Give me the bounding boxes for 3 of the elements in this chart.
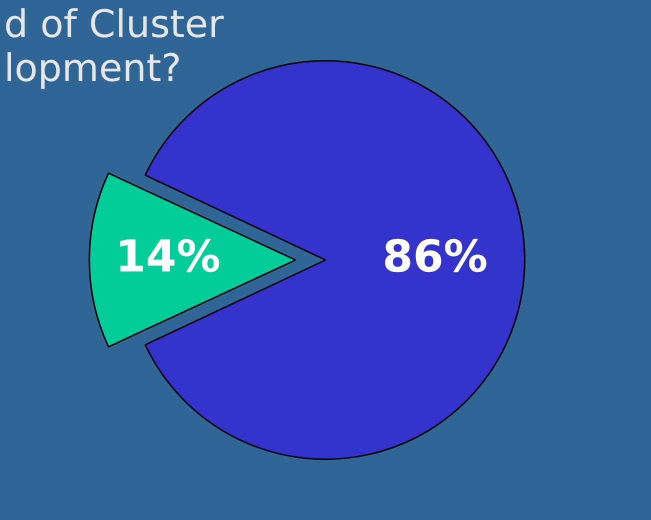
data-label: 86% [382,231,488,282]
data-label: 14% [115,231,221,282]
chart-title: d of Cluster lopment? [4,2,224,90]
